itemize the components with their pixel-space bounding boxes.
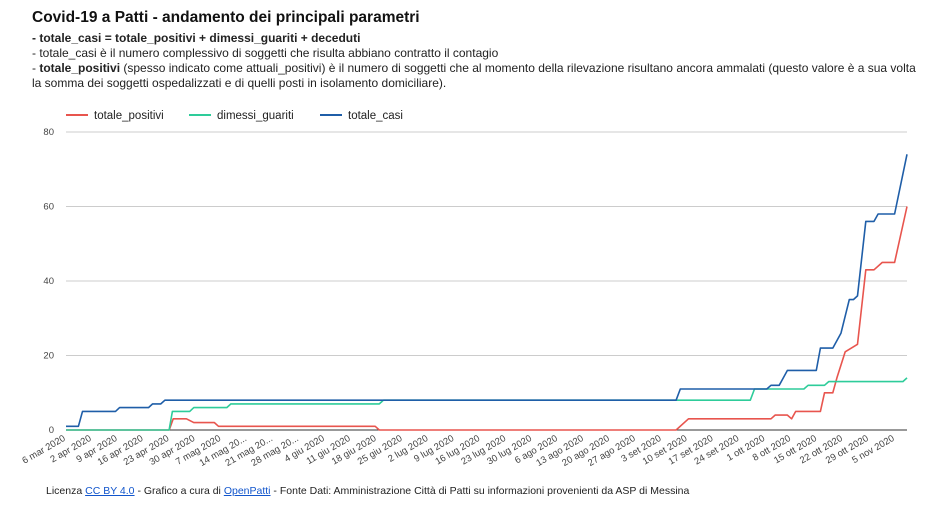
- footer-middle: - Grafico a cura di: [134, 485, 224, 497]
- y-tick-label: 0: [49, 425, 54, 436]
- legend: totale_positivi dimessi_guariti totale_cas…: [66, 110, 403, 122]
- footer: Licenza CC BY 4.0 - Grafico a cura di Op…: [46, 485, 689, 497]
- gridlines: [66, 131, 907, 431]
- subtitle-line-1: - totale_casi = totale_positivi + dimess…: [32, 31, 361, 45]
- legend-label-totale_casi: totale_casi: [348, 110, 403, 122]
- series-line-totale_casi: [66, 154, 908, 428]
- y-tick-label: 40: [43, 276, 54, 287]
- chart-title: Covid-19 a Patti - andamento dei princip…: [32, 9, 420, 26]
- y-axis-ticks: 0 20 40 60 80: [43, 127, 54, 436]
- license-link[interactable]: CC BY 4.0: [85, 485, 135, 497]
- subtitle-line-3: - totale_positivi (spesso indicato come …: [32, 61, 922, 91]
- footer-source: - Fonte Dati: Amministrazione Città di P…: [270, 485, 690, 497]
- y-tick-label: 20: [43, 351, 54, 362]
- series-lines: [66, 154, 908, 431]
- y-tick-label: 60: [43, 202, 54, 213]
- subtitle-line-3-bold: totale_positivi: [39, 61, 121, 75]
- subtitle-line-3-prefix: -: [32, 61, 40, 75]
- series-line-totale_positivi: [66, 206, 908, 431]
- footer-prefix: Licenza: [46, 485, 86, 497]
- subtitle-line-3-rest: (spesso indicato come attuali_positivi) …: [32, 61, 916, 90]
- legend-label-dimessi_guariti: dimessi_guariti: [217, 110, 294, 122]
- chart-subtitle: - totale_casi = totale_positivi + dimess…: [32, 31, 922, 91]
- legend-label-totale_positivi: totale_positivi: [94, 110, 164, 122]
- author-link[interactable]: OpenPatti: [223, 485, 271, 497]
- y-tick-label: 80: [43, 127, 54, 138]
- subtitle-line-2: - totale_casi è il numero complessivo di…: [32, 46, 499, 60]
